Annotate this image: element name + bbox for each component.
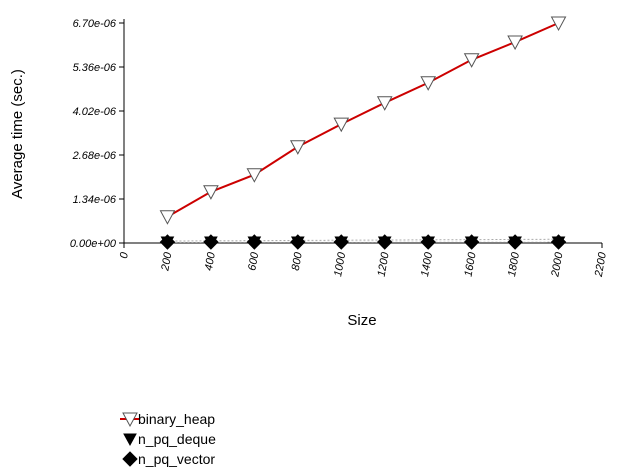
x-tick-label: 1600	[463, 251, 479, 278]
legend-label: n_pq_vector	[138, 451, 215, 467]
data-point-binary_heap	[376, 96, 393, 111]
series-line-binary_heap	[166, 22, 559, 218]
data-point-n_pq_vector	[507, 234, 523, 250]
legend-item-n_pq_vector: n_pq_vector	[122, 451, 215, 467]
data-point-n_pq_vector	[333, 234, 349, 250]
data-point-n_pq_vector	[159, 234, 176, 250]
x-tick-label: 1400	[419, 251, 435, 278]
series-line-n_pq_vector	[167, 238, 559, 242]
x-tick-label: 2200	[593, 251, 609, 279]
series-binary_heap	[159, 16, 567, 225]
legend-label: n_pq_deque	[138, 431, 216, 447]
data-point-binary_heap	[550, 16, 567, 32]
legend-marker-n_pq_vector	[122, 451, 138, 467]
data-point-binary_heap	[463, 53, 480, 68]
data-point-binary_heap	[507, 35, 523, 51]
x-tick-label: 800	[290, 251, 305, 272]
data-point-n_pq_vector	[290, 234, 306, 250]
data-point-n_pq_vector	[420, 234, 436, 250]
data-point-binary_heap	[333, 117, 350, 133]
data-point-binary_heap	[246, 168, 263, 183]
series-layer	[159, 16, 567, 250]
data-point-binary_heap	[203, 185, 219, 200]
data-point-n_pq_vector	[377, 234, 393, 250]
x-tick-label: 0	[118, 251, 131, 260]
x-tick-label: 200	[159, 251, 174, 273]
data-point-n_pq_vector	[203, 234, 219, 250]
x-tick-label: 400	[203, 251, 218, 272]
legend: binary_heap n_pq_deque n_pq_vector	[120, 411, 216, 467]
data-point-binary_heap	[289, 140, 306, 155]
y-axis-title: Average time (sec.)	[9, 69, 26, 199]
axes: 0.00e+00 1.34e-06 2.68e-06 4.02e-06 5.36e-06…	[70, 18, 609, 279]
x-tick-label: 1200	[376, 251, 392, 278]
legend-item-n_pq_deque: n_pq_deque	[123, 431, 216, 447]
y-tick-label: 2.68e-06	[72, 150, 117, 162]
data-point-binary_heap	[420, 76, 437, 91]
series-n_pq_vector	[159, 234, 567, 250]
legend-marker-n_pq_deque	[123, 433, 137, 447]
legend-marker-binary_heap	[122, 412, 138, 428]
y-tick-label: 1.34e-06	[73, 194, 117, 206]
data-point-n_pq_vector	[463, 234, 480, 250]
x-tick-label: 1800	[506, 251, 522, 278]
x-tick-label: 600	[246, 251, 261, 272]
y-tick-label: 0.00e+00	[70, 238, 117, 250]
y-tick-label: 6.70e-06	[73, 18, 117, 30]
x-tick-label: 1000	[332, 251, 348, 278]
data-point-binary_heap	[159, 210, 176, 225]
data-point-n_pq_vector	[550, 234, 567, 250]
x-axis-title: Size	[347, 312, 376, 329]
legend-item-binary_heap: binary_heap	[120, 411, 215, 428]
legend-label: binary_heap	[138, 411, 215, 427]
x-tick-label: 2000	[549, 251, 565, 279]
data-point-n_pq_vector	[246, 234, 263, 250]
y-tick-label: 4.02e-06	[73, 106, 117, 118]
y-tick-label: 5.36e-06	[73, 62, 117, 74]
